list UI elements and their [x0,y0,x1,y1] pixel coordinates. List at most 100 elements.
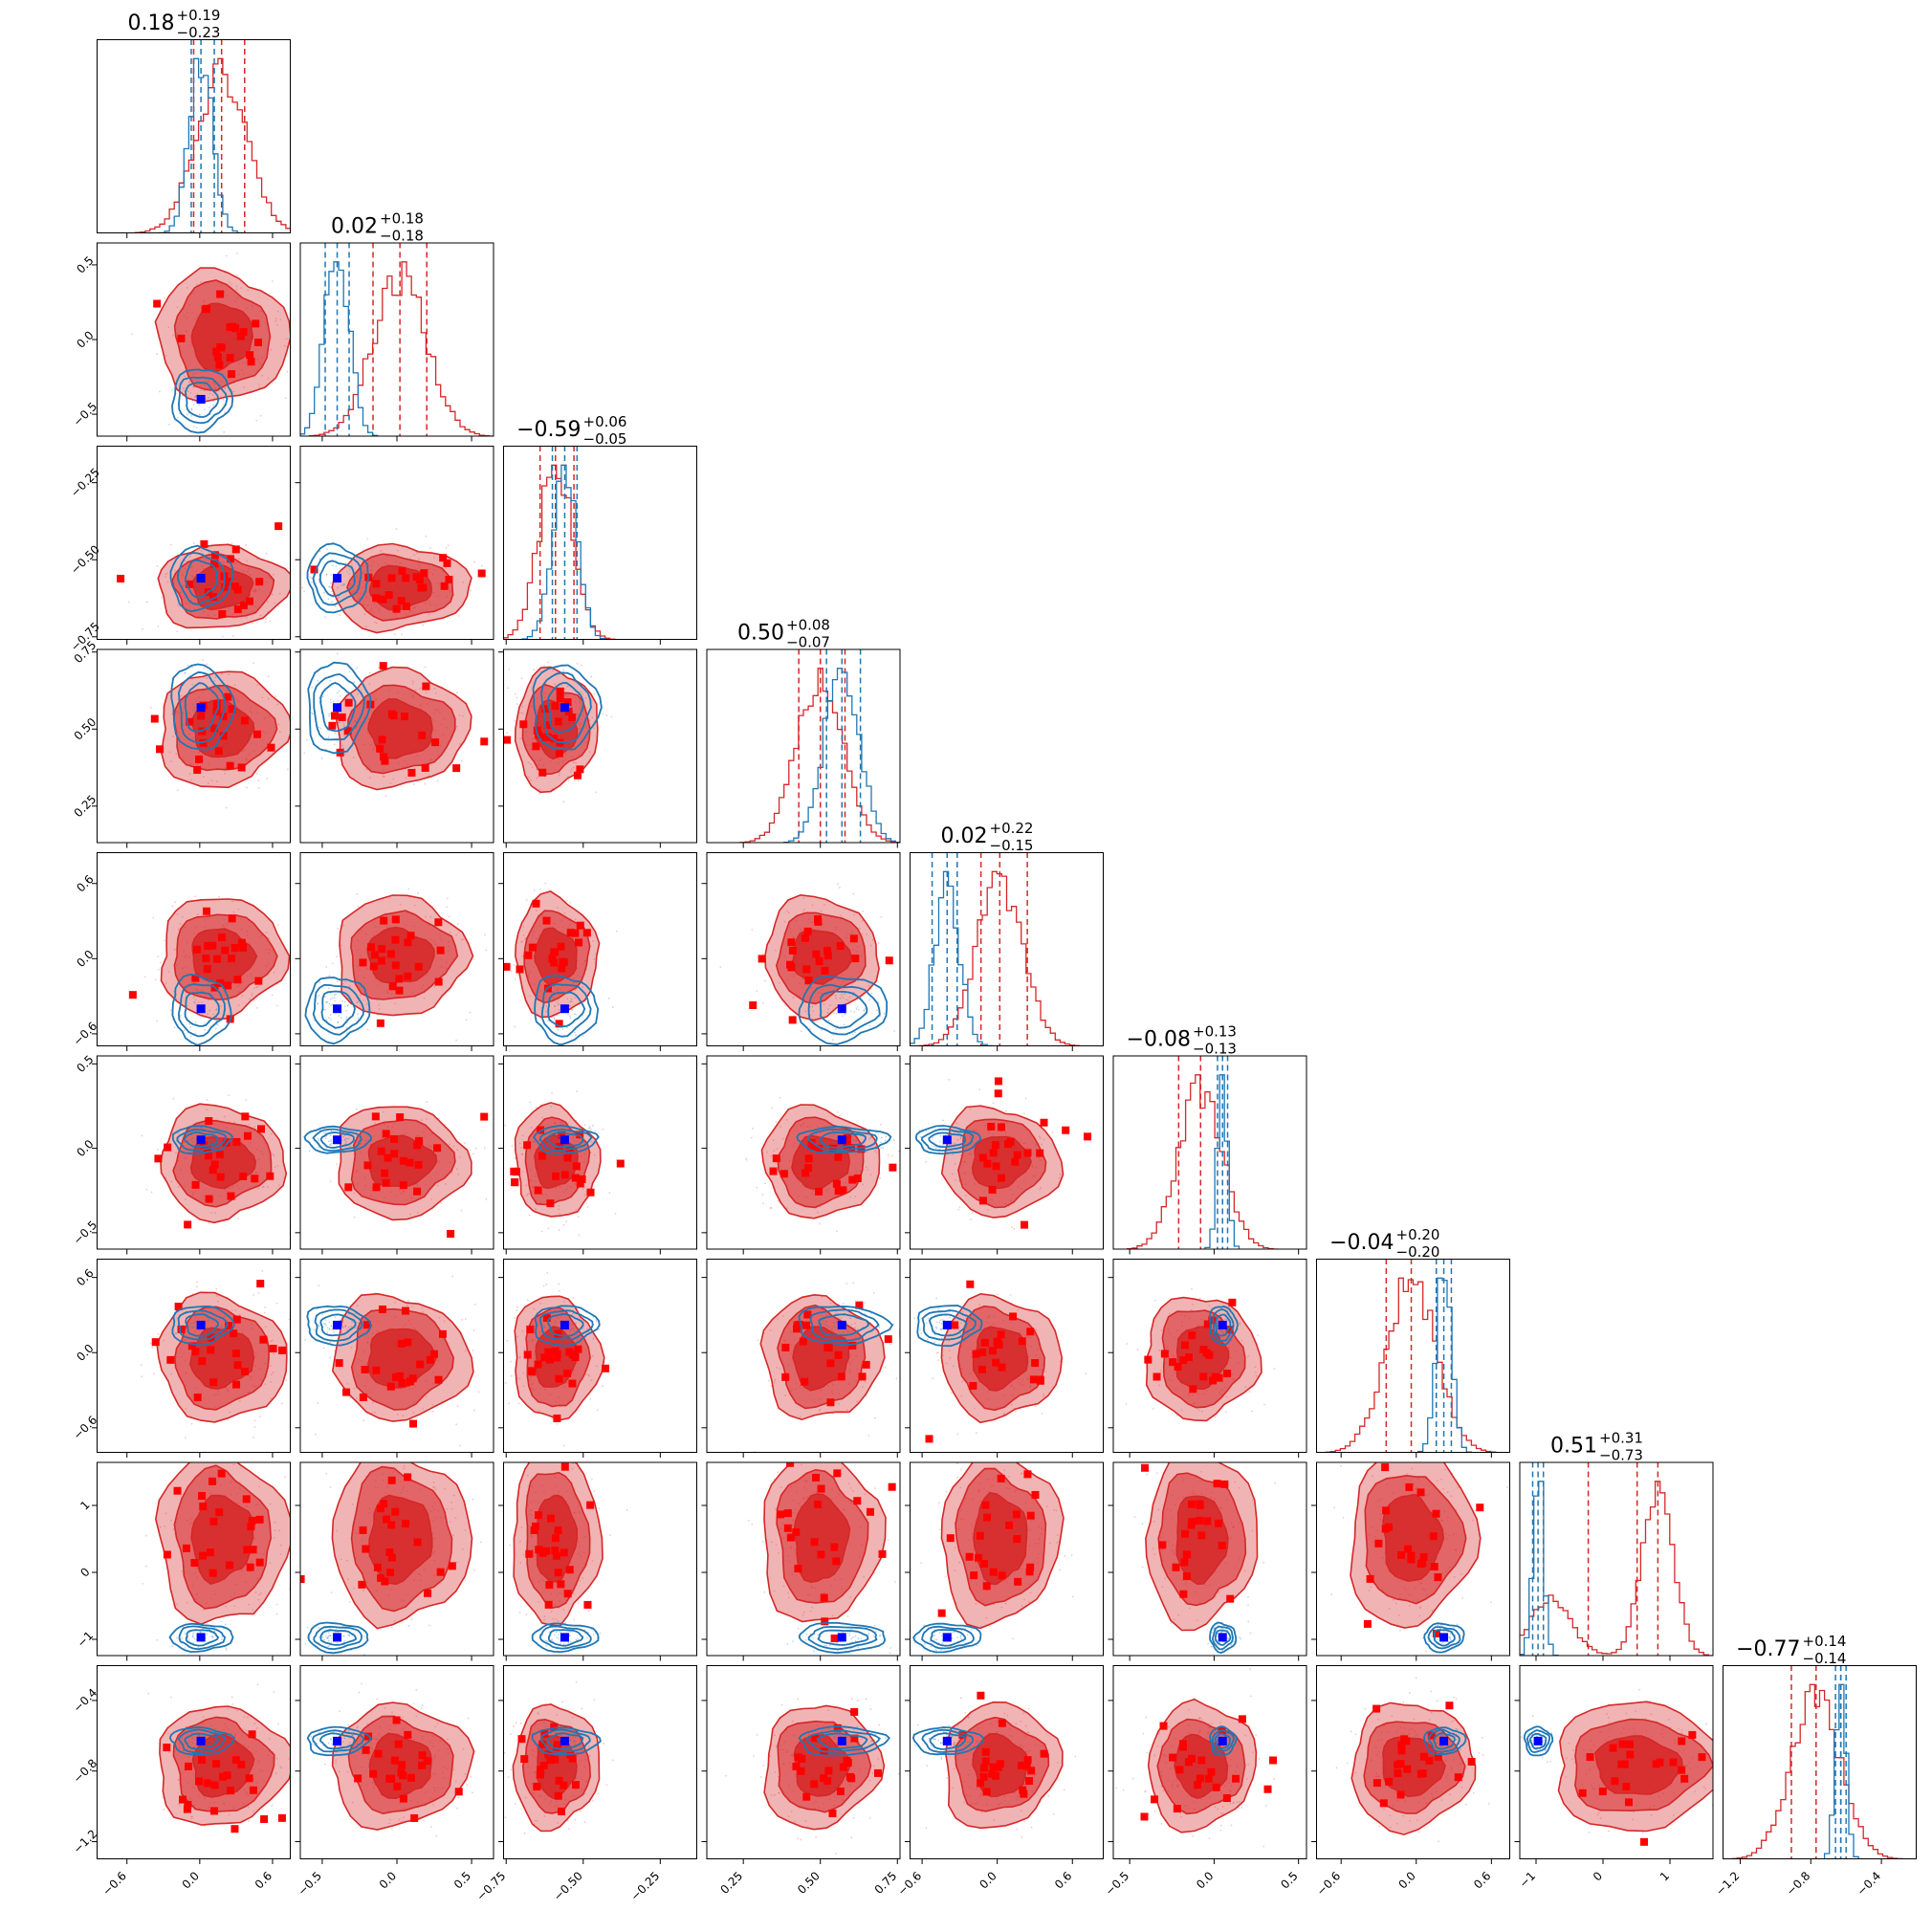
red-sample [331,962,334,965]
red-sample [276,924,279,926]
red-square-marker [187,1342,196,1350]
panel-frame [97,242,291,437]
red-sample [277,723,280,726]
red-sample [241,995,244,998]
red-sample [565,899,568,902]
blue-sample [215,1027,217,1030]
red-sample [531,766,534,769]
red-square-marker [538,1152,546,1160]
blue-sample [207,981,209,984]
blue-sample [336,692,339,694]
red-sample [426,692,428,694]
truth-marker [333,1004,342,1014]
blue-sample [171,713,174,715]
red-sample [526,1193,529,1196]
blue-sample [183,596,186,598]
red-sample [536,777,538,779]
blue-sample [573,680,576,683]
blue-sample [343,1000,346,1003]
red-sample [255,986,258,989]
red-sample [841,992,844,995]
red-sample [426,1118,428,1120]
blue-sample [569,1017,572,1020]
red-sample [514,692,516,695]
red-sample [303,752,306,755]
red-sample [559,1212,560,1215]
red-square-marker [551,1172,560,1180]
blue-sample [582,986,584,988]
blue-contour-level-2 [312,552,362,606]
red-sample [781,1137,784,1140]
red-sample [1013,1228,1016,1230]
red-sample [346,1382,349,1385]
blue-sample [368,671,371,674]
red-sample [405,777,407,779]
blue-sample [199,995,201,998]
blue-sample [853,1011,856,1013]
red-sample [511,1145,514,1148]
blue-sample [349,714,351,717]
red-sample [255,772,258,775]
blue-sample [533,1140,536,1143]
red-sample [771,1107,773,1109]
red-square-marker [379,662,387,670]
red-sample [154,978,157,981]
blue-sample [205,715,208,718]
blue-sample [884,1139,887,1142]
blue-sample [200,716,203,719]
red-square-marker [344,1183,353,1192]
blue-contour-level-2 [313,672,365,741]
blue-sample [328,1017,330,1019]
blue-contour-level-1 [304,977,371,1045]
blue-sample [566,685,569,688]
truth-marker [333,1320,342,1329]
red-sample [508,1402,510,1405]
red-sample [422,624,425,626]
blue-sample [362,570,365,572]
blue-sample [346,1032,348,1034]
blue-sample [330,1144,332,1147]
blue-contour-level-1 [796,1125,892,1154]
red-sample [426,1101,428,1104]
red-sample [462,938,464,941]
blue-sample [331,590,333,593]
panel-6-1 [295,1259,494,1458]
blue-contour-level-2 [177,376,229,425]
red-square-marker [889,1163,897,1172]
blue-sample [592,1125,594,1127]
blue-contour-level-3 [185,1313,220,1337]
red-sample [232,911,235,913]
red-sample [163,1339,165,1342]
blue-sample [569,1142,571,1144]
red-sample [840,914,842,917]
blue-sample [213,726,215,728]
red-sample [174,1152,177,1154]
red-sample [252,1293,254,1296]
blue-sample [195,587,198,590]
red-sample [220,1005,222,1008]
red-sample [431,1410,434,1413]
blue-sample [318,579,320,582]
blue-sample [952,1153,955,1155]
red-sample [210,1212,213,1214]
blue-sample [582,999,585,1001]
blue-sample [346,571,348,573]
red-sample [383,1110,385,1113]
red-sample [437,1184,439,1187]
blue-sample [191,683,194,686]
red-square-marker [209,559,218,567]
blue-sample [325,1001,328,1003]
red-sample [342,924,344,927]
red-sample [563,911,566,914]
red-sample [776,1148,779,1151]
blue-contour-level-3 [320,990,356,1029]
red-square-marker [480,737,489,746]
blue-contour-level-1 [533,1124,600,1155]
blue-sample [206,1332,209,1335]
blue-sample [802,1139,804,1142]
red-sample [1004,1109,1007,1112]
blue-sample [175,1332,178,1334]
red-square-marker [495,920,503,928]
red-sample [514,720,516,722]
blue-sample [564,693,566,696]
